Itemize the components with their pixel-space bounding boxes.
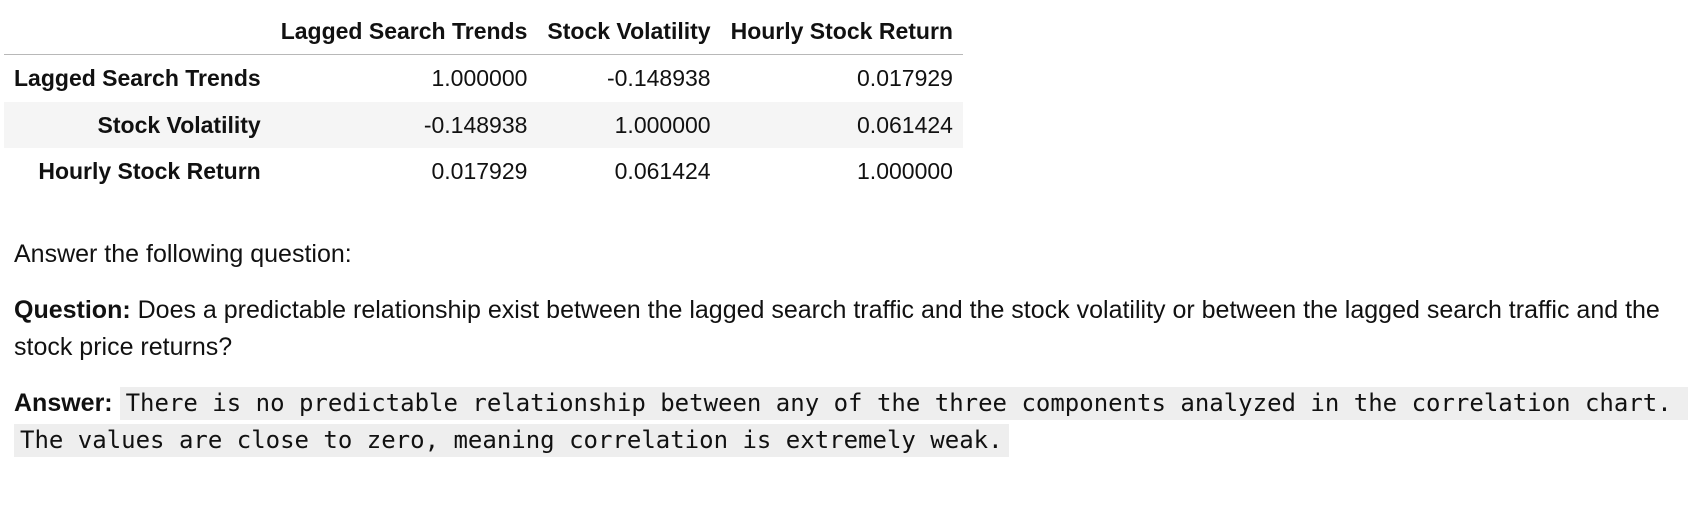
answer-paragraph: Answer: There is no predictable relation… bbox=[14, 385, 1688, 459]
table-cell: 0.017929 bbox=[431, 157, 528, 184]
table-corner-cell bbox=[4, 8, 271, 55]
table-row: Lagged Search Trends 1.000000 -0.148938 … bbox=[4, 55, 963, 103]
question-paragraph: Question: Does a predictable relationshi… bbox=[14, 292, 1674, 366]
table-row: Stock Volatility -0.148938 1.000000 0.06… bbox=[4, 102, 963, 148]
table-cell: 1.000000 bbox=[431, 65, 528, 91]
column-header-lagged-search-trends: Lagged Search Trends bbox=[270, 8, 538, 55]
answer-code-text: There is no predictable relationship bet… bbox=[14, 387, 1688, 457]
question-label: Question: bbox=[14, 296, 131, 324]
table-cell: -0.148938 bbox=[423, 111, 528, 138]
column-header-hourly-stock-return: Hourly Stock Return bbox=[720, 8, 963, 55]
correlation-dataframe: Lagged Search Trends Stock Volatility Ho… bbox=[4, 8, 963, 194]
table-cell: -0.148938 bbox=[606, 65, 711, 91]
markdown-cell: Answer the following question: Question:… bbox=[14, 236, 1688, 478]
row-header: Hourly Stock Return bbox=[38, 157, 261, 184]
intro-text: Answer the following question: bbox=[14, 240, 352, 268]
table-row: Hourly Stock Return 0.017929 0.061424 1.… bbox=[4, 148, 963, 194]
table-cell: 0.061424 bbox=[857, 111, 953, 138]
correlation-table: Lagged Search Trends Stock Volatility Ho… bbox=[4, 8, 963, 194]
column-header-stock-volatility: Stock Volatility bbox=[537, 8, 721, 55]
row-header: Stock Volatility bbox=[97, 111, 261, 138]
question-text: Does a predictable relationship exist be… bbox=[14, 296, 1660, 361]
table-cell: 0.061424 bbox=[614, 157, 711, 184]
table-header-row: Lagged Search Trends Stock Volatility Ho… bbox=[4, 8, 963, 55]
table-cell: 1.000000 bbox=[614, 111, 711, 138]
table-cell: 1.000000 bbox=[857, 157, 953, 184]
table-cell: 0.017929 bbox=[857, 65, 953, 91]
answer-label: Answer: bbox=[14, 389, 113, 417]
row-header: Lagged Search Trends bbox=[14, 65, 261, 91]
